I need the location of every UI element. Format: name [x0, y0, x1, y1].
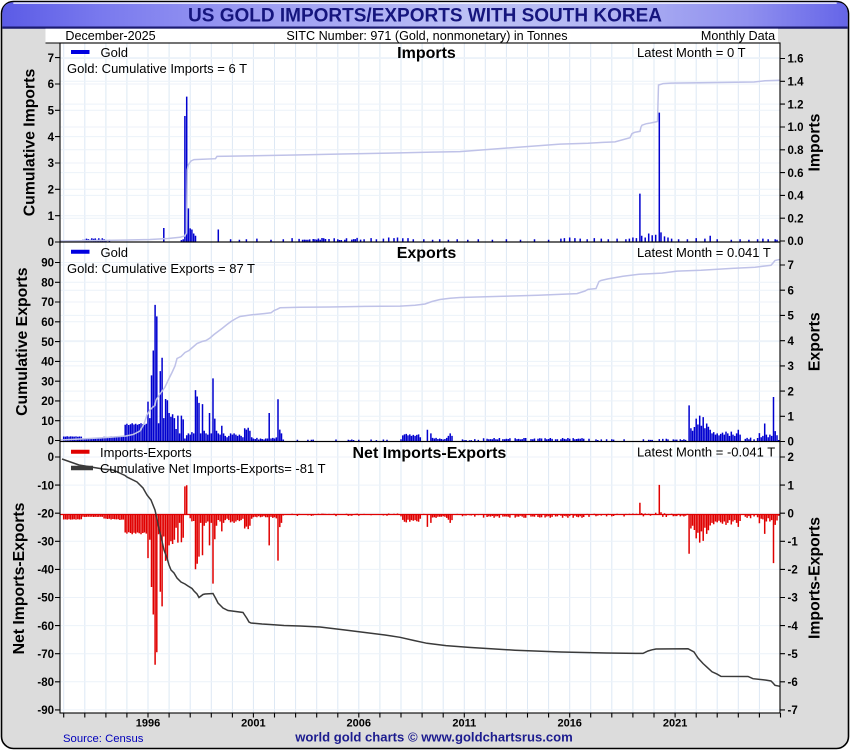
svg-text:Gold: Cumulative Imports = 6 T: Gold: Cumulative Imports = 6 T [67, 61, 247, 76]
svg-text:5: 5 [48, 106, 55, 118]
svg-text:0: 0 [788, 437, 794, 449]
svg-text:40: 40 [41, 357, 54, 369]
svg-text:2: 2 [48, 185, 54, 197]
svg-text:Net Imports-Exports: Net Imports-Exports [11, 502, 28, 654]
svg-text:1996: 1996 [136, 717, 160, 729]
svg-text:80: 80 [41, 278, 54, 290]
svg-text:20: 20 [41, 396, 54, 408]
svg-text:3: 3 [48, 158, 54, 170]
svg-text:Imports-Exports: Imports-Exports [100, 445, 192, 460]
svg-text:Imports-Exports: Imports-Exports [807, 517, 824, 639]
svg-text:Latest Month = 0.041 T: Latest Month = 0.041 T [637, 245, 771, 260]
svg-text:7: 7 [788, 260, 794, 272]
svg-text:Imports: Imports [397, 45, 456, 62]
svg-text:-4: -4 [788, 621, 799, 633]
svg-text:Gold: Gold [101, 245, 128, 260]
svg-text:1: 1 [48, 211, 55, 223]
svg-text:4: 4 [48, 132, 55, 144]
svg-text:Cumulative Exports: Cumulative Exports [14, 267, 31, 416]
svg-text:60: 60 [41, 317, 54, 329]
svg-text:Gold: Gold [101, 45, 128, 60]
svg-text:50: 50 [41, 337, 54, 349]
svg-text:2011: 2011 [452, 717, 476, 729]
svg-text:0: 0 [48, 237, 54, 249]
svg-text:US GOLD IMPORTS/EXPORTS WITH S: US GOLD IMPORTS/EXPORTS WITH SOUTH KOREA [188, 6, 662, 27]
svg-text:1.0: 1.0 [788, 122, 804, 134]
svg-text:10: 10 [41, 416, 54, 428]
svg-text:7: 7 [48, 53, 54, 65]
svg-text:-90: -90 [37, 705, 54, 717]
svg-text:1.6: 1.6 [788, 54, 804, 66]
svg-text:5: 5 [788, 311, 795, 323]
svg-text:1: 1 [788, 412, 795, 424]
svg-text:-80: -80 [37, 677, 54, 689]
svg-text:-60: -60 [37, 621, 54, 633]
svg-text:-70: -70 [37, 649, 54, 661]
svg-text:-2: -2 [788, 565, 798, 577]
svg-text:90: 90 [41, 258, 54, 270]
svg-text:1.4: 1.4 [788, 77, 805, 89]
svg-text:2021: 2021 [663, 717, 687, 729]
svg-text:3: 3 [788, 361, 794, 373]
svg-text:2001: 2001 [241, 717, 265, 729]
svg-text:Gold: Cumulative Exports = 87: Gold: Cumulative Exports = 87 T [67, 261, 255, 276]
svg-text:-30: -30 [37, 537, 54, 549]
svg-text:0: 0 [48, 436, 54, 448]
svg-text:Monthly Data: Monthly Data [701, 29, 775, 43]
svg-text:December-2025: December-2025 [65, 29, 155, 43]
svg-text:70: 70 [41, 297, 54, 309]
svg-text:30: 30 [41, 376, 54, 388]
svg-text:-20: -20 [37, 508, 54, 520]
svg-text:Source: Census: Source: Census [63, 733, 144, 745]
svg-text:SITC Number: 971 (Gold, nonmon: SITC Number: 971 (Gold, nonmonetary) in … [286, 29, 567, 43]
svg-text:-50: -50 [37, 593, 54, 605]
svg-text:-7: -7 [788, 705, 798, 717]
svg-text:Cumulative Net Imports-Exports: Cumulative Net Imports-Exports= -81 T [100, 461, 326, 476]
svg-text:0: 0 [48, 452, 54, 464]
svg-text:2: 2 [788, 386, 794, 398]
svg-text:1.2: 1.2 [788, 99, 804, 111]
svg-text:0: 0 [788, 508, 794, 520]
svg-text:Exports: Exports [807, 312, 824, 371]
svg-text:-40: -40 [37, 565, 54, 577]
svg-text:2006: 2006 [347, 717, 371, 729]
svg-text:-5: -5 [788, 649, 799, 661]
svg-text:-1: -1 [788, 537, 799, 549]
svg-text:2: 2 [788, 452, 794, 464]
svg-text:0.8: 0.8 [788, 145, 805, 157]
svg-text:0.4: 0.4 [788, 191, 805, 203]
svg-text:Latest Month = -0.041 T: Latest Month = -0.041 T [637, 445, 775, 460]
svg-text:Net Imports-Exports: Net Imports-Exports [353, 445, 507, 462]
svg-text:4: 4 [788, 336, 795, 348]
svg-text:Latest Month = 0 T: Latest Month = 0 T [637, 45, 746, 60]
svg-text:6: 6 [48, 79, 54, 91]
svg-text:-10: -10 [37, 480, 54, 492]
svg-text:Cumulative Imports: Cumulative Imports [22, 69, 39, 217]
svg-text:0.0: 0.0 [788, 236, 804, 248]
svg-text:Exports: Exports [397, 245, 457, 262]
svg-text:1: 1 [788, 480, 795, 492]
svg-text:0.6: 0.6 [788, 168, 804, 180]
svg-text:world gold charts © www.goldch: world gold charts © www.goldchartsrus.co… [294, 729, 573, 744]
svg-text:Imports: Imports [807, 113, 824, 171]
svg-text:-6: -6 [788, 677, 798, 689]
svg-text:0.2: 0.2 [788, 213, 804, 225]
svg-text:2016: 2016 [557, 717, 581, 729]
svg-text:-3: -3 [788, 593, 798, 605]
svg-text:6: 6 [788, 285, 794, 297]
